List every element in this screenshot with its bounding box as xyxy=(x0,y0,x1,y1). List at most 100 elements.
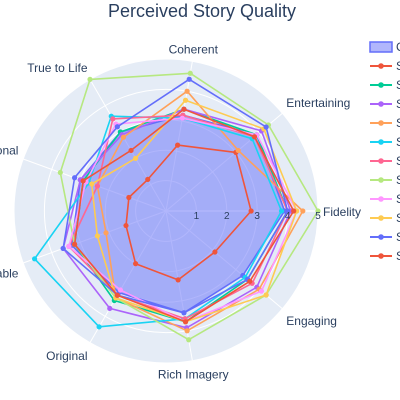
legend-label: S xyxy=(396,78,400,92)
data-point xyxy=(126,194,132,201)
data-point xyxy=(94,183,101,189)
legend-item[interactable]: S xyxy=(370,154,400,168)
legend-marker xyxy=(378,120,384,126)
data-point xyxy=(186,337,192,343)
legend-item[interactable]: S xyxy=(370,211,400,225)
radial-tick-label: 3 xyxy=(254,211,260,222)
legend-item[interactable]: S xyxy=(370,192,400,206)
legend-item[interactable]: S xyxy=(370,173,400,187)
legend-label: S xyxy=(396,116,400,130)
data-point xyxy=(94,233,101,239)
series-line xyxy=(68,117,298,323)
series-12 xyxy=(71,106,297,325)
radial-tick-label: 5 xyxy=(315,211,321,222)
axis-label: Fidelity xyxy=(323,205,361,219)
legend-label: S xyxy=(396,249,400,263)
legend-item[interactable]: S xyxy=(370,116,400,130)
legend-marker xyxy=(378,253,384,259)
data-point xyxy=(175,142,181,148)
legend-marker xyxy=(378,215,384,221)
data-point xyxy=(181,310,187,316)
axis-label: Original xyxy=(46,349,87,363)
legend-item[interactable]: S xyxy=(370,97,400,111)
series-line xyxy=(59,72,319,341)
data-point xyxy=(315,208,321,214)
axis-label: Rich Imagery xyxy=(158,368,229,382)
legend-label: S xyxy=(396,135,400,149)
legend-item[interactable]: S xyxy=(370,230,400,244)
data-point xyxy=(187,70,193,76)
data-point xyxy=(186,76,192,82)
data-point xyxy=(87,76,93,82)
data-point xyxy=(184,88,190,94)
legend-item[interactable]: S xyxy=(370,59,400,73)
data-point xyxy=(133,261,139,267)
legend-label: S xyxy=(396,230,400,244)
legend-item[interactable]: S xyxy=(370,135,400,149)
data-point xyxy=(248,208,254,214)
data-point xyxy=(128,147,134,154)
chart-title: Perceived Story Quality xyxy=(108,1,296,21)
data-point xyxy=(184,328,190,334)
series-line xyxy=(125,144,252,281)
data-point xyxy=(96,324,102,330)
data-point xyxy=(71,241,78,247)
legend-marker xyxy=(378,82,384,88)
radial-tick-label: 4 xyxy=(285,211,291,222)
data-point xyxy=(300,208,306,214)
legend-marker xyxy=(378,63,384,69)
data-point xyxy=(291,208,297,214)
axis-label: Engaging xyxy=(286,314,337,328)
legend-marker xyxy=(378,234,384,240)
legend-marker xyxy=(378,177,384,183)
legend-item[interactable]: C xyxy=(369,40,400,54)
radial-tick-label: 1 xyxy=(194,211,200,222)
legend[interactable]: CSSSSSSSSSSS xyxy=(369,40,400,263)
axis-label: Relatable xyxy=(0,267,19,281)
legend-marker xyxy=(378,158,384,164)
data-point xyxy=(278,208,285,214)
data-point xyxy=(123,222,129,229)
data-point xyxy=(114,292,120,298)
data-point xyxy=(258,288,265,294)
data-point xyxy=(89,181,95,187)
data-point xyxy=(251,134,258,140)
data-point xyxy=(71,175,78,181)
data-point xyxy=(133,155,139,161)
data-point xyxy=(175,277,181,283)
legend-label: S xyxy=(396,173,400,187)
data-point xyxy=(120,134,127,140)
legend-label: S xyxy=(396,211,400,225)
polar-area: 1 2 3 4 5 Fidelity Entertaining Coherent True to… xyxy=(0,42,361,381)
data-point xyxy=(247,278,253,284)
legend-label: S xyxy=(396,192,400,206)
series-2 xyxy=(123,142,254,283)
data-point xyxy=(285,208,291,214)
series-line xyxy=(73,108,295,323)
data-point xyxy=(107,305,113,312)
legend-label: S xyxy=(396,97,400,111)
data-point xyxy=(117,287,123,293)
axis-label: Emotional xyxy=(0,143,18,157)
legend-swatch xyxy=(369,41,393,53)
radial-tick-label: 2 xyxy=(224,211,230,222)
legend-label: C xyxy=(396,40,400,54)
data-point xyxy=(66,243,72,249)
data-point xyxy=(235,147,241,154)
legend-label: S xyxy=(396,59,400,73)
data-point xyxy=(263,124,269,130)
data-point xyxy=(212,249,218,255)
axis-label: Entertaining xyxy=(286,96,350,110)
legend-item[interactable]: S xyxy=(370,249,400,263)
data-point xyxy=(145,176,151,183)
data-point xyxy=(263,292,269,298)
legend-marker xyxy=(378,101,384,107)
data-point xyxy=(179,115,185,121)
data-point xyxy=(31,256,38,262)
axis-label: True to Life xyxy=(27,61,88,75)
legend-item[interactable]: S xyxy=(370,78,400,92)
data-point xyxy=(182,319,189,325)
data-point xyxy=(114,124,120,130)
data-point xyxy=(182,97,189,103)
